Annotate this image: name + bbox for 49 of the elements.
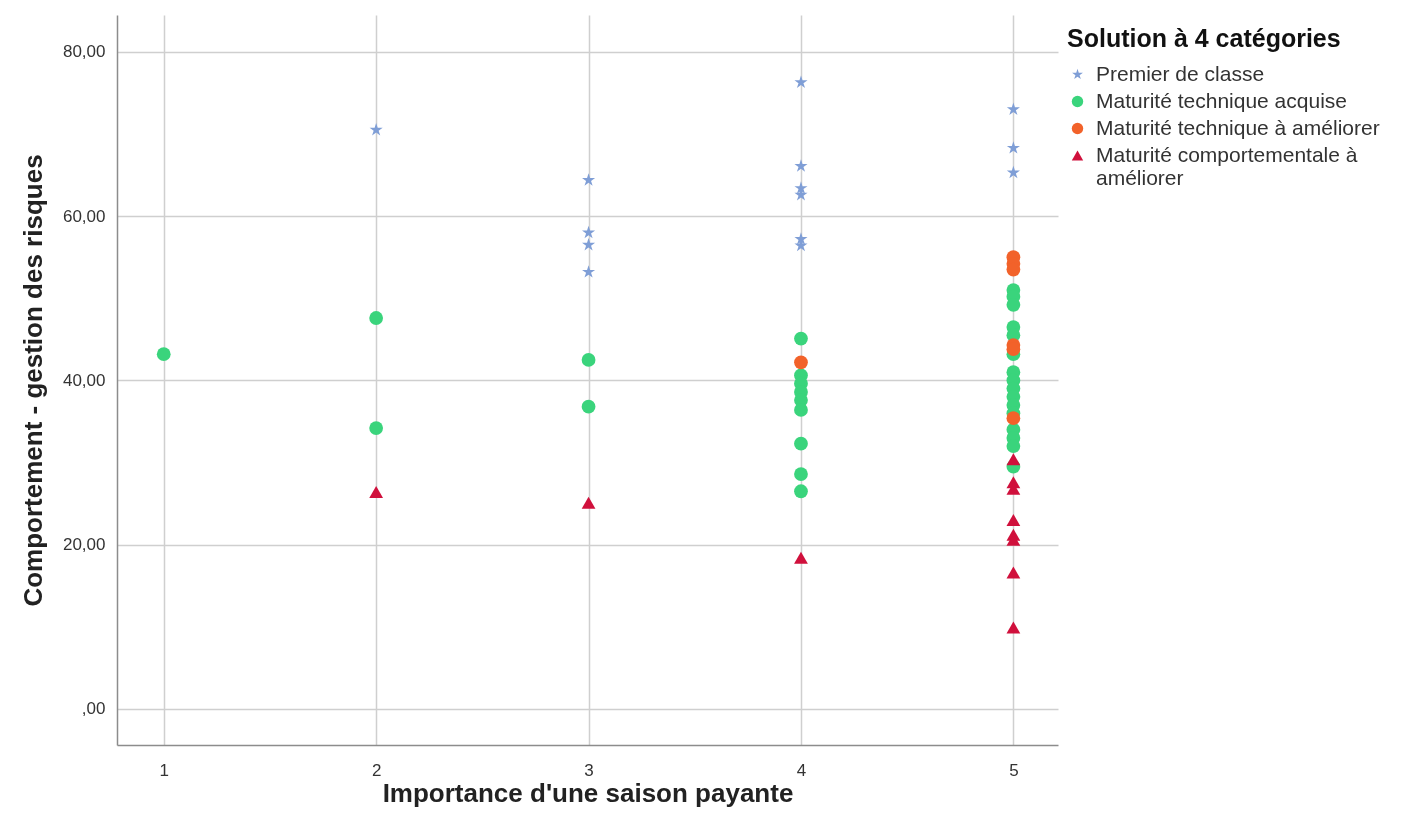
point [369,123,383,136]
point [794,159,808,172]
point [794,75,808,88]
x-tick-label: 3 [584,760,594,780]
x-axis-title: Importance d'une saison payante [382,777,794,808]
point [581,496,596,509]
legend-title: Solution à 4 catégories [1067,24,1341,52]
legend-label: Maturité technique à améliorer [1096,115,1380,139]
point [1006,141,1020,154]
point [1006,102,1020,116]
point [1006,165,1020,179]
point [794,232,808,245]
legend-label: Premier de classe [1096,61,1265,85]
y-axis-title: Comportement - gestion des risques [17,154,48,607]
y-tick-label: 80,00 [62,42,106,62]
legend-label: Maturité technique acquise [1096,88,1347,112]
point [1006,439,1021,453]
point [1006,411,1021,426]
point [794,484,808,499]
y-tick-label: ,00 [81,699,106,719]
point [1006,453,1021,466]
legend-label: Maturité comportementale à améliorer [1096,142,1358,189]
point [1006,621,1021,634]
point [581,399,596,414]
x-tick-label: 1 [159,760,169,780]
point [794,403,808,417]
x-tick-label: 5 [1009,760,1019,780]
point [369,421,384,435]
point [582,173,596,186]
point [794,551,808,564]
point [369,311,384,325]
point [582,238,596,251]
point [794,436,808,451]
point [581,353,596,367]
point [1006,566,1021,579]
point [582,225,596,239]
x-tick-label: 2 [371,760,382,780]
point [582,265,596,278]
y-tick-label: 20,00 [62,535,106,555]
y-tick-label: 60,00 [62,206,106,226]
point [794,331,808,346]
point [1006,514,1021,526]
point [794,181,808,194]
x-tick-label: 4 [796,760,807,780]
point [794,355,808,370]
point [156,347,171,362]
point [369,486,384,499]
y-tick-label: 40,00 [62,370,106,390]
point [794,467,808,481]
